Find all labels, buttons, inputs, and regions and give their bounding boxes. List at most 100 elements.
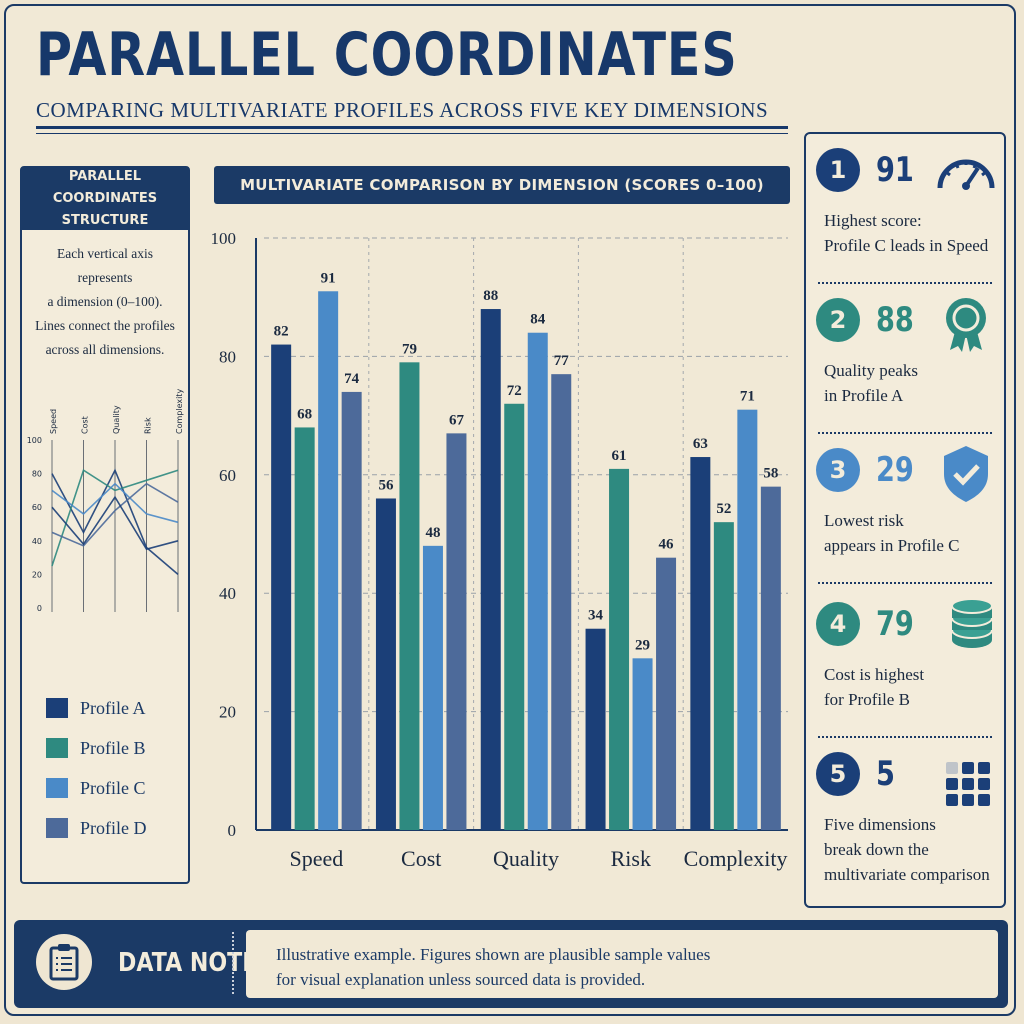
stat-value: 79 (876, 604, 914, 644)
stat-description: Lowest risk appears in Profile C (824, 508, 996, 558)
divider (232, 932, 234, 994)
data-note-line: for visual explanation unless sourced da… (276, 970, 646, 989)
stat-number-badge: 4 (816, 602, 860, 646)
pc-series-line (51, 482, 179, 524)
x-tick-label: Speed (290, 846, 344, 871)
y-tick-label: 20 (219, 703, 236, 722)
stat-card-4: 4 79 Cost is highest for Profile B (806, 588, 1004, 738)
bar (480, 309, 501, 830)
legend-item-profile-c: Profile C (46, 768, 147, 808)
stat-text-line: Highest score: (824, 211, 922, 230)
chart-title: MULTIVARIATE COMPARISON BY DIMENSION (SC… (214, 166, 790, 204)
stat-text-line: Profile C leads in Speed (824, 236, 989, 255)
structure-title-line-1: PARALLEL COORDINATES (52, 169, 158, 206)
pc-axis-label: Speed (49, 409, 58, 434)
stat-description: Quality peaks in Profile A (824, 358, 996, 408)
divider (818, 736, 992, 738)
divider (818, 432, 992, 434)
legend-item-profile-b: Profile B (46, 728, 147, 768)
stat-description: Cost is highest for Profile B (824, 662, 996, 712)
stat-number-badge: 2 (816, 298, 860, 342)
legend: Profile A Profile B Profile C Profile D (46, 688, 147, 848)
stat-text-line: for Profile B (824, 690, 910, 709)
x-tick-label: Complexity (684, 846, 788, 871)
key-stats-panel: 1 91 Highest score: Profile C leads in S… (804, 132, 1006, 908)
bar (632, 658, 653, 830)
legend-item-profile-d: Profile D (46, 808, 147, 848)
bar (446, 433, 467, 830)
bar-value-label: 63 (693, 436, 708, 452)
stat-text-line: Five dimensions (824, 815, 936, 834)
description-line: a dimension (0–100). (47, 294, 163, 309)
stat-card-1: 1 91 Highest score: Profile C leads in S… (806, 134, 1004, 284)
pc-series-line (51, 469, 179, 567)
bar (271, 344, 292, 830)
bar-value-label: 58 (763, 466, 778, 482)
pc-series-line (51, 495, 179, 551)
stat-text-line: multivariate comparison (824, 865, 990, 884)
y-tick-label: 80 (219, 347, 236, 366)
bar-value-label: 68 (297, 406, 312, 422)
bar (760, 486, 781, 830)
parallel-coordinates-mini-chart: 0 20 40 60 80 100 Speed Cost Quality Risk Complexi… (27, 389, 184, 613)
divider (818, 282, 992, 284)
stat-card-2: 2 88 Quality peaks in Profile A (806, 284, 1004, 434)
bar-value-label: 88 (483, 288, 498, 304)
bar-value-label: 56 (378, 477, 394, 493)
bar (318, 291, 339, 830)
y-tick-label: 60 (219, 466, 236, 485)
pc-tick-label: 80 (32, 470, 42, 479)
x-tick-label: Cost (401, 846, 441, 871)
structure-description: Each vertical axis represents a dimensio… (28, 242, 182, 362)
pc-series-line (51, 482, 179, 547)
pc-axis-label: Quality (112, 405, 121, 434)
shield-check-icon (944, 446, 988, 502)
bar (527, 332, 548, 830)
stat-text-line: appears in Profile C (824, 536, 960, 555)
description-line: Each vertical axis represents (57, 246, 153, 285)
y-tick-label: 0 (228, 821, 237, 840)
grid-icon (946, 762, 990, 806)
stat-value: 91 (876, 150, 914, 190)
page-subtitle: COMPARING MULTIVARIATE PROFILES ACROSS F… (36, 98, 769, 122)
bar (399, 362, 420, 830)
legend-label: Profile D (80, 817, 147, 838)
data-note-label: DATA NOTE (118, 948, 258, 978)
structure-panel-title: PARALLEL COORDINATES STRUCTURE (22, 168, 188, 230)
data-note-text: Illustrative example. Figures shown are … (246, 930, 998, 998)
bar (585, 628, 606, 830)
pc-axis-label: Cost (81, 416, 90, 434)
bar (609, 468, 630, 830)
bar-value-label: 84 (530, 312, 546, 328)
legend-swatch (46, 778, 68, 798)
y-tick-label: 40 (219, 584, 236, 603)
stat-value: 5 (876, 754, 895, 794)
bar (551, 374, 572, 830)
stat-number-badge: 3 (816, 448, 860, 492)
legend-label: Profile A (80, 697, 146, 718)
bar-value-label: 72 (507, 383, 522, 399)
award-ribbon-icon (946, 298, 986, 352)
structure-panel: PARALLEL COORDINATES STRUCTURE Each vert… (20, 166, 190, 884)
bar (656, 557, 677, 830)
stat-description: Highest score: Profile C leads in Speed (824, 208, 996, 258)
bar (504, 403, 525, 830)
data-note-line: Illustrative example. Figures shown are … (276, 945, 711, 964)
pc-tick-label: 20 (32, 570, 42, 579)
divider (818, 582, 992, 584)
stat-text-line: Lowest risk (824, 511, 904, 530)
legend-swatch (46, 738, 68, 758)
bar-chart: 0 20 40 60 80 100 82 68 91 74 Speed 56 79 48 67 Cost 88 7… (211, 229, 788, 871)
stat-card-3: 3 29 Lowest risk appears in Profile C (806, 434, 1004, 584)
title-rule (36, 126, 788, 129)
bar (422, 545, 443, 830)
description-line: across all dimensions. (45, 342, 165, 357)
bar-value-label: 46 (659, 537, 675, 553)
x-tick-label: Risk (611, 846, 651, 871)
legend-label: Profile B (80, 737, 146, 758)
pc-axis-label: Complexity (175, 389, 184, 434)
data-note-banner: DATA NOTE Illustrative example. Figures … (14, 920, 1008, 1008)
pc-axis-label: Risk (144, 417, 153, 434)
bar-value-label: 82 (274, 324, 289, 340)
stat-text-line: Cost is highest (824, 665, 925, 684)
